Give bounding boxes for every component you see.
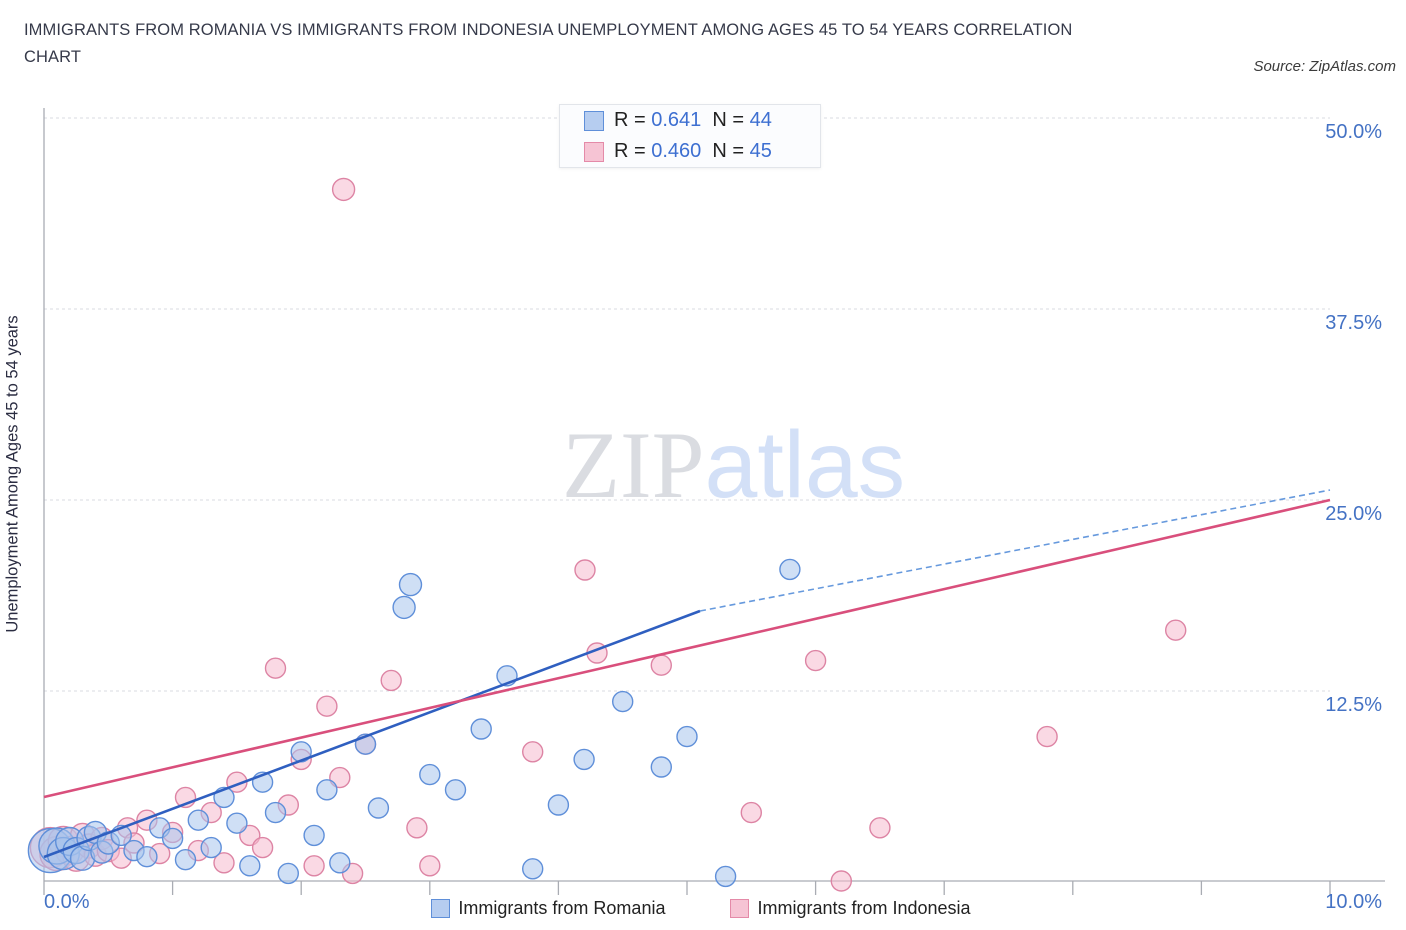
svg-text:37.5%: 37.5% [1325,312,1382,334]
svg-text:12.5%: 12.5% [1325,694,1382,716]
svg-text:25.0%: 25.0% [1325,503,1382,525]
svg-text:50.0%: 50.0% [1325,121,1382,143]
svg-text:ZIPatlas: ZIPatlas [562,412,905,518]
